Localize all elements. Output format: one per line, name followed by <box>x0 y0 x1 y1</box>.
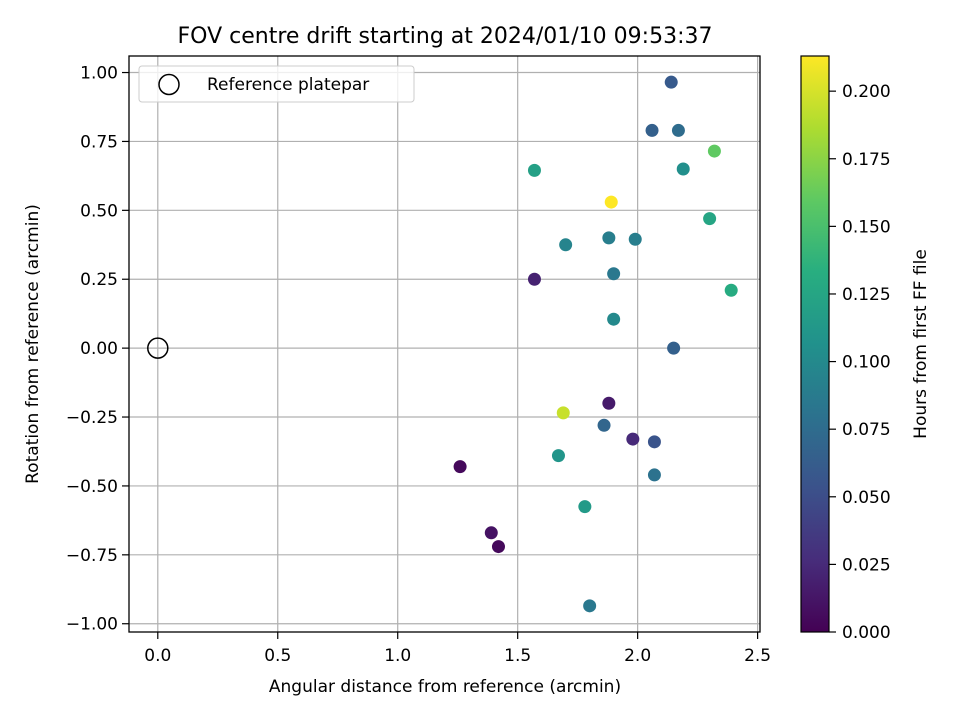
x-tick-label: 2.0 <box>624 646 651 666</box>
data-point <box>707 144 721 158</box>
colorbar-gradient <box>800 55 830 633</box>
data-point <box>602 231 616 245</box>
data-point <box>491 540 505 554</box>
data-point <box>645 123 659 137</box>
colorbar-ticks: 0.000 0.025 0.050 0.075 0.100 0.125 0.150 0.175… <box>829 82 891 643</box>
data-point <box>724 283 738 297</box>
legend-box <box>138 65 415 103</box>
x-axis-ticks: 0.0 0.5 1.0 1.5 2.0 2.5 <box>144 632 771 666</box>
data-point <box>527 163 541 177</box>
data-point <box>578 500 592 514</box>
colorbar-tick-label: 0.050 <box>842 488 891 508</box>
legend: Reference platepar <box>138 65 415 103</box>
data-point <box>607 312 621 326</box>
y-tick-label: 0.50 <box>80 201 118 221</box>
x-tick-label: 0.5 <box>264 646 291 666</box>
legend-label: Reference platepar <box>207 75 369 95</box>
chart-title: FOV centre drift starting at 2024/01/10 … <box>178 24 713 49</box>
colorbar: 0.000 0.025 0.050 0.075 0.100 0.125 0.150 0.175… <box>800 55 931 643</box>
data-points <box>147 75 738 613</box>
data-point <box>703 212 717 226</box>
colorbar-label: Hours from first FF file <box>911 249 931 439</box>
data-point <box>484 526 498 540</box>
y-tick-label: 0.75 <box>80 132 118 152</box>
y-tick-label: −1.00 <box>66 615 118 635</box>
data-point <box>583 599 597 613</box>
data-point <box>607 267 621 281</box>
plot-frame <box>128 55 761 633</box>
grid-lines <box>129 56 760 632</box>
data-point <box>453 460 467 474</box>
colorbar-tick-label: 0.075 <box>842 420 891 440</box>
colorbar-tick-label: 0.175 <box>842 150 891 170</box>
y-tick-label: −0.50 <box>66 477 118 497</box>
data-point <box>647 435 661 449</box>
colorbar-tick-label: 0.100 <box>842 353 891 373</box>
y-tick-label: 0.25 <box>80 270 118 290</box>
colorbar-tick-label: 0.025 <box>842 555 891 575</box>
x-tick-label: 1.5 <box>504 646 531 666</box>
data-point <box>626 432 640 446</box>
x-tick-label: 2.5 <box>744 646 771 666</box>
colorbar-tick-label: 0.200 <box>842 82 891 102</box>
legend-marker-icon <box>158 73 180 96</box>
y-tick-label: 0.00 <box>80 339 118 359</box>
data-point <box>602 396 616 410</box>
y-axis-ticks: −1.00 −0.75 −0.50 −0.25 0.00 0.25 0.50 0.75 1.00 <box>66 64 129 635</box>
data-point <box>559 238 573 252</box>
y-tick-label: 1.00 <box>80 64 118 84</box>
data-point <box>647 468 661 482</box>
colorbar-tick-label: 0.000 <box>842 623 891 643</box>
reference-platepar-point <box>147 337 169 359</box>
data-point <box>556 406 570 420</box>
x-tick-label: 0.0 <box>144 646 171 666</box>
data-point <box>667 341 681 355</box>
colorbar-tick-label: 0.125 <box>842 285 891 305</box>
colorbar-tick-label: 0.150 <box>842 217 891 237</box>
y-axis-label: Rotation from reference (arcmin) <box>23 204 43 484</box>
x-axis-label: Angular distance from reference (arcmin) <box>269 677 621 697</box>
data-point <box>676 162 690 176</box>
data-point <box>664 75 678 89</box>
data-point <box>527 272 541 286</box>
y-tick-label: −0.75 <box>66 546 118 566</box>
y-tick-label: −0.25 <box>66 408 118 428</box>
data-point <box>671 123 685 137</box>
data-point <box>551 449 565 463</box>
x-tick-label: 1.0 <box>384 646 411 666</box>
data-point <box>597 418 611 432</box>
data-point <box>604 195 618 209</box>
data-point <box>628 232 642 246</box>
